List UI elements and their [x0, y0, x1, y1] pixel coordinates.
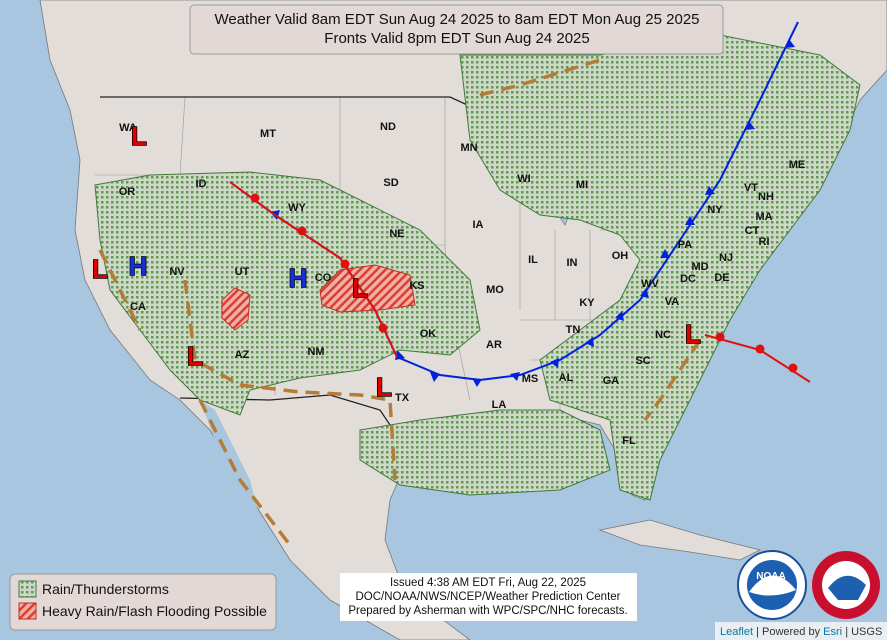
state-label: WY [288, 202, 306, 214]
state-label: IA [473, 219, 484, 231]
noaa-text: NOAA [756, 571, 785, 582]
title-line: Weather Valid 8am EDT Sun Aug 24 2025 to… [214, 11, 699, 28]
low-center: L [376, 372, 392, 402]
issued-box: Issued 4:38 AM EDT Fri, Aug 22, 2025 DOC… [340, 573, 637, 621]
state-label: OK [420, 328, 437, 340]
leaflet-link[interactable]: Leaflet [720, 626, 753, 638]
noaa-gull [749, 575, 796, 596]
legend-label: Heavy Rain/Flash Flooding Possible [42, 603, 267, 619]
title-line: Fronts Valid 8pm EDT Sun Aug 24 2025 [324, 30, 589, 47]
warm-front-east [704, 334, 811, 383]
state-label: GA [603, 375, 620, 387]
attribution-text: | USGS [845, 626, 882, 638]
state-label: MI [576, 179, 588, 191]
issued-line: DOC/NOAA/NWS/NCEP/Weather Prediction Cen… [355, 591, 620, 603]
attribution-text: | Powered by [756, 626, 821, 638]
legend-swatch [18, 602, 37, 620]
state-label: TN [566, 324, 581, 336]
attribution-background [715, 622, 887, 640]
state-label: AL [559, 372, 574, 384]
low-center: L [92, 254, 108, 284]
state-label: KS [409, 280, 424, 292]
heavy-rain-utah [221, 287, 251, 331]
state-label: MD [691, 261, 708, 273]
attribution: Leaflet | Powered by Esri | USGS [720, 626, 882, 638]
state-label: SD [383, 177, 398, 189]
nws-cloud [828, 575, 866, 600]
state-label: RI [759, 236, 770, 248]
legend: Rain/Thunderstorms Heavy Rain/Flash Floo… [9, 573, 277, 631]
low-center: L [685, 319, 701, 349]
state-label: NC [655, 329, 671, 341]
cuba [598, 519, 762, 561]
state-label: NH [758, 191, 774, 203]
state-label: MO [486, 284, 504, 296]
state-label: CT [745, 225, 760, 237]
state-label: NE [389, 228, 404, 240]
title-box: Weather Valid 8am EDT Sun Aug 24 2025 to… [189, 4, 724, 55]
state-label: OH [612, 250, 629, 262]
state-label: ID [196, 178, 207, 190]
pressure-centers: L H L L H L L L [91, 120, 702, 403]
issued-line: Issued 4:38 AM EDT Fri, Aug 22, 2025 [390, 577, 586, 589]
state-label: MT [260, 128, 276, 140]
rain-area-west [94, 171, 481, 416]
legend-label: Rain/Thunderstorms [42, 581, 169, 597]
state-label: ME [789, 159, 806, 171]
legend-background [9, 573, 277, 631]
low-center: L [131, 121, 147, 151]
nws-logo [812, 551, 880, 619]
state-label: TX [395, 392, 410, 404]
state-label: VT [744, 182, 758, 194]
state-label: SC [635, 355, 650, 367]
title-background [189, 4, 724, 55]
cold-front-barbs [270, 39, 795, 387]
rain-area-gulf [359, 409, 611, 496]
state-label: IL [528, 254, 538, 266]
rain-area-east [459, 34, 861, 501]
troughs [98, 58, 702, 547]
state-label: WA [119, 122, 137, 134]
high-center: H [129, 251, 148, 281]
heavy-rain-colorado [319, 264, 416, 313]
state-label: MA [755, 211, 772, 223]
issued-line: Prepared by Asherman with WPC/SPC/NHC fo… [348, 605, 627, 617]
state-label: DC [680, 273, 696, 285]
state-label: LA [492, 399, 507, 411]
state-label: KY [579, 297, 595, 309]
state-label: NY [707, 204, 723, 216]
state-label: PA [678, 239, 693, 251]
state-label: ND [380, 121, 396, 133]
state-label: UT [235, 266, 250, 278]
state-label: NJ [719, 252, 733, 264]
state-label: IN [567, 257, 578, 269]
state-label: MS [522, 373, 539, 385]
high-center: H [289, 263, 308, 293]
legend-swatch [18, 580, 37, 598]
state-label: NM [307, 346, 324, 358]
state-label: AR [486, 339, 502, 351]
state-label: VA [665, 296, 680, 308]
state-label: CO [315, 272, 332, 284]
low-center: L [187, 341, 203, 371]
state-label: NV [169, 266, 185, 278]
state-label: OR [119, 186, 136, 198]
low-center: L [352, 273, 368, 303]
state-label: FL [622, 435, 636, 447]
state-label: MN [460, 142, 477, 154]
state-labels: WA MT ID OR WY ND SD MN WI MI NE IA IL I… [119, 121, 806, 447]
state-label: DE [714, 272, 729, 284]
state-label: WV [641, 278, 659, 290]
state-label: AZ [235, 349, 250, 361]
issued-background [340, 573, 637, 621]
esri-link[interactable]: Esri [823, 626, 842, 638]
state-label: CA [130, 301, 146, 313]
noaa-logo: NOAA [737, 550, 807, 620]
state-label: WI [517, 173, 530, 185]
